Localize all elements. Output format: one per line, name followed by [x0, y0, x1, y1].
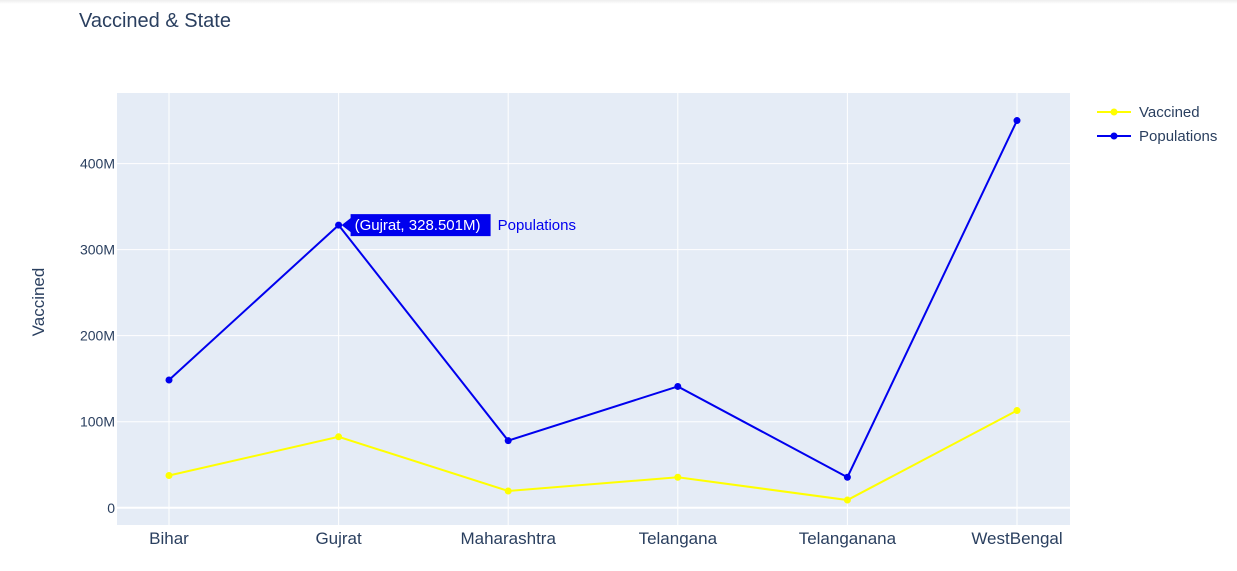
hover-tooltip: (Gujrat, 328.501M) Populations: [341, 214, 576, 237]
data-point: [165, 472, 173, 480]
x-tick-label: Maharashtra: [460, 529, 556, 548]
data-point: [504, 437, 512, 445]
legend-marker: [1110, 132, 1118, 140]
legend-label: Vaccined: [1139, 104, 1200, 121]
hover-series-name: Populations: [498, 217, 576, 234]
data-point: [674, 473, 682, 481]
plot-background: [117, 93, 1070, 525]
data-point: [843, 473, 851, 481]
y-tick-label: 0: [107, 500, 115, 516]
data-point: [674, 382, 682, 390]
data-point: [1013, 407, 1021, 415]
series-line-populations: [168, 120, 1018, 479]
data-point: [1013, 117, 1021, 125]
data-point: [843, 496, 851, 504]
hover-value: (Gujrat, 328.501M): [355, 217, 481, 234]
chart-title: Vaccined & State: [79, 10, 231, 32]
data-point: [335, 221, 343, 229]
legend-marker: [1110, 108, 1118, 116]
legend-label: Populations: [1139, 128, 1217, 145]
y-tick-label: 200M: [80, 328, 115, 344]
x-tick-label: WestBengal: [971, 529, 1062, 548]
series-line-vaccined: [168, 409, 1018, 502]
x-tick-label: Telanganana: [799, 529, 897, 548]
x-tick-label: Telangana: [639, 529, 718, 548]
data-point: [165, 376, 173, 384]
y-axis-label: Vaccined: [29, 268, 48, 337]
x-tick-label: Gujrat: [315, 529, 362, 548]
x-tick-label: Bihar: [149, 529, 189, 548]
top-shadow: [0, 0, 1237, 4]
y-tick-label: 100M: [80, 414, 115, 430]
y-tick-label: 300M: [80, 242, 115, 258]
hover-box: [341, 214, 491, 237]
data-point: [504, 487, 512, 495]
y-tick-label: 400M: [80, 156, 115, 172]
data-point: [335, 433, 343, 441]
